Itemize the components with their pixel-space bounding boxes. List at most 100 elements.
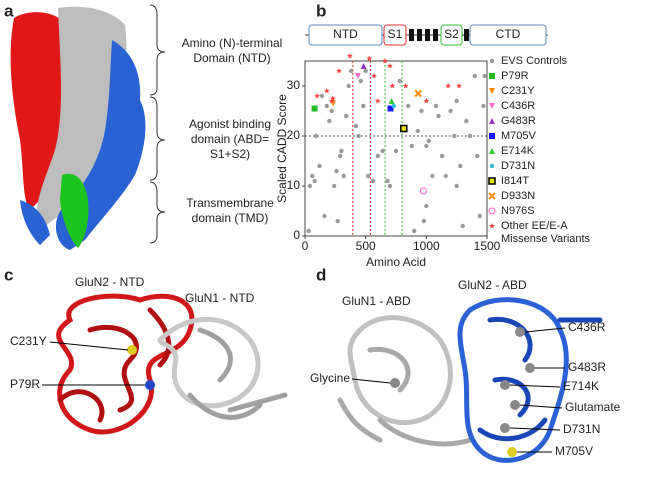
point: [360, 63, 367, 69]
legend-entry: D933N: [487, 190, 607, 203]
point: [314, 93, 320, 99]
legend-entry: Other EE/E-A Missense Variants: [487, 220, 607, 246]
x-tick-label: 1000: [413, 239, 440, 253]
legend-label: EVS Controls: [501, 55, 568, 67]
point: [436, 113, 441, 119]
point: [397, 78, 402, 84]
domain-bar: NTD S1 S2 CTD: [305, 24, 548, 46]
tm-segment: [425, 29, 430, 41]
point: [454, 183, 459, 189]
panel-label: c: [4, 265, 13, 284]
x-tick-label: 1500: [474, 239, 501, 253]
legend-label: M705V: [501, 130, 536, 142]
point: [421, 218, 427, 224]
domain-label: S2: [444, 27, 459, 41]
point: [424, 203, 429, 209]
point: [456, 83, 462, 89]
point: [385, 178, 390, 184]
subunit-label: GluN2 - ABD: [458, 278, 527, 292]
legend-entry: G483R: [487, 115, 607, 128]
point: [324, 103, 330, 109]
point: [472, 73, 478, 79]
legend-entry: M705V: [487, 130, 607, 143]
mutation-label: D731N: [563, 422, 600, 436]
point: [319, 93, 325, 99]
tm-segment: [409, 29, 414, 41]
braces: [149, 4, 166, 244]
scatter-chart: NTD S1 S2 CTD 0 500 1000 1500 0 10 20 30 Amino Acid S…: [275, 24, 548, 269]
legend-label: D933N: [501, 190, 536, 202]
point: [481, 103, 486, 109]
y-tick-label: 20: [287, 128, 301, 142]
point: [443, 173, 448, 179]
mutation-label: C231Y: [10, 334, 47, 348]
domain-note: Transmembrane domain (TMD): [186, 196, 274, 225]
point: [327, 118, 332, 124]
point: [489, 118, 495, 124]
point: [400, 124, 408, 133]
point: [489, 103, 495, 109]
point: [341, 173, 347, 179]
point: [346, 83, 351, 89]
mutation-label: P79R: [10, 377, 40, 391]
point: [454, 98, 459, 104]
point: [402, 83, 409, 89]
legend-swatch: [489, 58, 495, 64]
point: [448, 108, 453, 114]
point: [382, 58, 388, 64]
subunit-label: GluN2 - NTD: [75, 275, 145, 289]
y-tick-label: 0: [293, 228, 300, 242]
mutation-label: C436R: [568, 320, 606, 334]
point: [424, 143, 429, 149]
legend-label: C231Y: [501, 85, 535, 97]
legend-label: I814T: [501, 175, 530, 187]
domain-label: NTD: [333, 27, 358, 41]
point: [423, 98, 430, 104]
point: [312, 178, 317, 184]
y-axis-label: Scaled CADD Score: [275, 94, 289, 203]
point: [317, 163, 322, 169]
point: [306, 228, 311, 234]
legend-label: Other EE/E-A Missense Variants: [501, 220, 591, 245]
point: [460, 223, 465, 229]
point: [358, 78, 364, 84]
subunit-label: GluN1 - ABD: [342, 294, 411, 308]
point: [415, 128, 421, 134]
point: [347, 53, 353, 59]
legend-swatch: [489, 163, 495, 169]
ribbon-structure: [56, 293, 288, 435]
point: [464, 118, 469, 124]
x-tick-label: 500: [356, 239, 376, 253]
domain-label: CTD: [496, 27, 521, 41]
domain-box: [308, 24, 383, 46]
point: [458, 163, 463, 169]
point: [433, 103, 439, 109]
legend-label: G483R: [501, 115, 536, 127]
y-tick-label: 10: [287, 178, 301, 192]
point: [489, 148, 495, 154]
legend-entry: I814T: [487, 175, 607, 188]
legend-entry: P79R: [487, 70, 607, 83]
legend-entry: C231Y: [487, 85, 607, 98]
point: [489, 58, 495, 64]
point: [488, 207, 496, 215]
domain-label: S1: [388, 27, 403, 41]
point: [353, 123, 359, 129]
point: [336, 68, 342, 74]
point: [489, 133, 495, 139]
legend-swatch: [489, 148, 495, 154]
point: [387, 105, 394, 112]
point: [488, 192, 496, 200]
domain-note: Amino (N)-terminal Domain (NTD): [181, 36, 283, 65]
point: [445, 83, 451, 89]
point: [322, 213, 327, 219]
point: [313, 133, 319, 139]
point: [365, 173, 371, 179]
point: [387, 183, 393, 189]
legend-entry: E714K: [487, 145, 607, 158]
ligands: [390, 327, 535, 457]
x-tick-label: 0: [302, 239, 309, 253]
protein-surface: [10, 6, 146, 250]
